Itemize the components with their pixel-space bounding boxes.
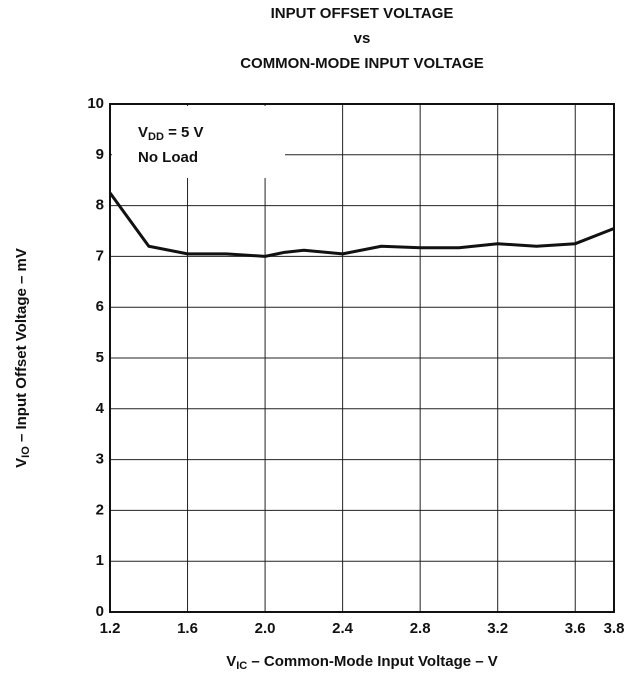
annotation-box — [112, 106, 285, 178]
y-tick-label: 6 — [96, 298, 104, 315]
x-tick-label: 3.2 — [487, 620, 508, 637]
x-tick-label: 2.0 — [255, 620, 276, 637]
y-tick-label: 5 — [96, 349, 104, 366]
y-tick-label: 8 — [96, 197, 104, 214]
plot-frame — [109, 103, 615, 613]
y-tick-label: 1 — [96, 552, 104, 569]
x-tick-label: 1.6 — [177, 620, 198, 637]
x-tick-label: 3.8 — [604, 620, 625, 637]
x-tick-label: 2.4 — [332, 620, 354, 637]
y-tick-label: 9 — [96, 146, 104, 163]
y-axis-label: VIO – Input Offset Voltage – mV — [13, 248, 32, 468]
data-line — [108, 192, 615, 258]
y-tick-label: 7 — [96, 247, 104, 264]
y-tick-label: 2 — [96, 501, 104, 518]
y-tick-label: 3 — [96, 451, 104, 468]
y-tick-label: 0 — [96, 603, 104, 620]
annotation: VDD = 5 V — [138, 124, 204, 143]
x-axis-label: VIC – Common-Mode Input Voltage – V — [226, 653, 498, 672]
annotation: No Load — [138, 149, 198, 166]
y-tick-label: 10 — [87, 95, 104, 112]
annotation-part: DD — [148, 131, 164, 143]
y-tick-label: 4 — [96, 400, 105, 417]
x-tick-label: 1.2 — [100, 620, 121, 637]
x-tick-label: 2.8 — [410, 620, 431, 637]
chart-title: INPUT OFFSET VOLTAGE — [271, 5, 454, 22]
chart-title: COMMON-MODE INPUT VOLTAGE — [240, 55, 484, 72]
annotation-part: V — [138, 124, 148, 141]
x-tick-label: 3.6 — [565, 620, 586, 637]
annotation-part: = 5 V — [164, 124, 204, 141]
chart-title: vs — [354, 30, 371, 47]
